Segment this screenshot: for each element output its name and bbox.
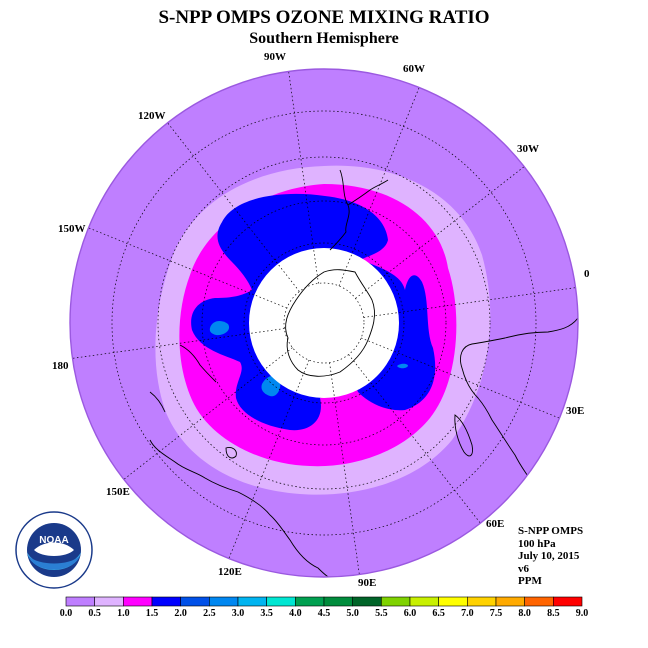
ozone-region-light-blue-2: [261, 375, 281, 397]
lon-label-90w: 90W: [264, 51, 286, 63]
latitude-circles: [111, 110, 537, 536]
lon-label-180: 180: [52, 360, 69, 372]
lon-label-0: 0: [584, 268, 590, 280]
info-units: PPM: [518, 575, 542, 587]
lon-label-150w: 150W: [58, 223, 86, 235]
lon-label-90e: 90E: [358, 577, 377, 589]
legend-tick-label: 8.0: [518, 608, 531, 619]
coastline-africa: [460, 317, 578, 493]
legend-tick-label: 0.5: [88, 608, 101, 619]
info-date: July 10, 2015: [518, 550, 580, 562]
coastline-new-zealand: [149, 344, 217, 413]
lon-label-120w: 120W: [138, 110, 166, 122]
legend-tick-label: 3.5: [260, 608, 273, 619]
map-subtitle: Southern Hemisphere: [249, 30, 399, 47]
map-border: [69, 68, 579, 578]
legend-tick-label: 4.5: [317, 608, 331, 619]
lon-label-30e: 30E: [566, 405, 585, 417]
legend-tick-label: 6.5: [432, 608, 445, 619]
noaa-logo: NOAA: [15, 511, 93, 589]
legend-tick-label: 1.0: [117, 608, 130, 619]
legend-tick-label: 8.5: [547, 608, 560, 619]
coastline-australia: [149, 439, 331, 577]
noaa-logo-text: NOAA: [39, 535, 68, 546]
map-title: S-NPP OMPS OZONE MIXING RATIO: [158, 7, 490, 28]
coastline-antarctica: [285, 269, 375, 377]
legend-tick-label: 7.0: [461, 608, 474, 619]
legend-tick-label: 4.0: [289, 608, 302, 619]
legend-tick-label: 0.0: [59, 608, 73, 619]
info-version: v6: [518, 562, 529, 575]
legend-tick-label: 9.0: [575, 608, 589, 619]
coastline-madagascar: [454, 414, 473, 457]
lon-label-60e: 60E: [486, 518, 505, 530]
ozone-region-light-blue-1: [209, 320, 230, 336]
legend-tick-label: 1.5: [145, 608, 159, 619]
lon-label-120e: 120E: [218, 566, 242, 578]
polar-night-region: [249, 248, 399, 398]
legend-tick-label: 6.0: [403, 608, 417, 619]
lon-label-60w: 60W: [403, 63, 425, 75]
coastline-tasmania: [225, 447, 237, 459]
legend-tick-label: 5.0: [346, 608, 359, 619]
ozone-region-light-blue-3: [397, 363, 408, 369]
legend-tick-label: 2.0: [174, 608, 187, 619]
lon-label-150e: 150E: [106, 486, 130, 498]
coastline-south-america: [329, 169, 389, 251]
info-product: S-NPP OMPS: [518, 525, 584, 537]
info-level: 100 hPa: [518, 537, 556, 550]
info-block: S-NPP OMPS 100 hPa July 10, 2015 v6 PPM: [518, 525, 583, 588]
lon-label-30w: 30W: [517, 143, 539, 155]
legend-tick-label: 7.5: [489, 608, 503, 619]
legend-tick-label: 2.5: [203, 608, 216, 619]
legend-tick-label: 5.5: [375, 608, 388, 619]
legend-tick-label: 3.0: [231, 608, 245, 619]
